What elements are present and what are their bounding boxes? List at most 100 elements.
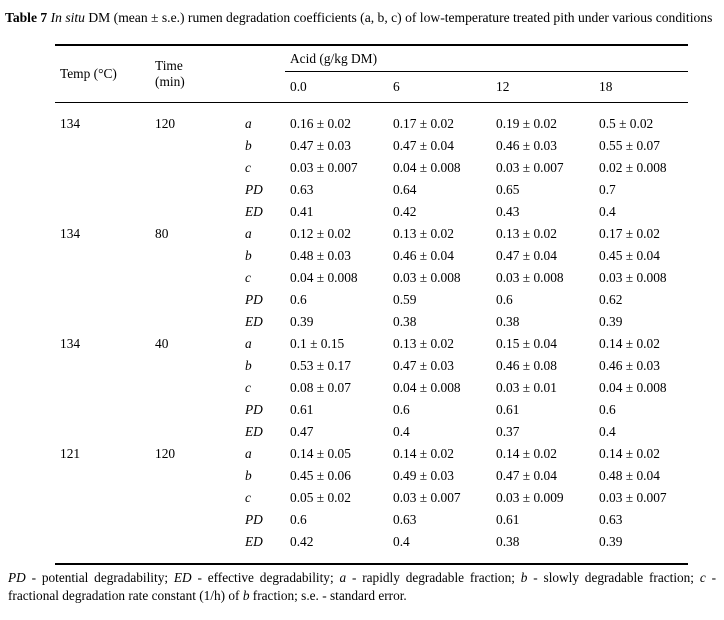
coefficient-label-cell: ED: [245, 534, 263, 549]
value-cell: 0.04 ± 0.008: [599, 380, 667, 395]
value-cell: 0.47: [290, 424, 314, 439]
coefficient-label-cell: PD: [245, 182, 263, 197]
value-cell: 0.39: [290, 314, 314, 329]
coefficient-label-cell: PD: [245, 292, 263, 307]
value-cell: 0.14 ± 0.02: [599, 336, 660, 351]
value-cell: 0.46 ± 0.03: [599, 358, 660, 373]
table-row: 134 40 a 0.1 ± 0.15 0.13 ± 0.02 0.15 ± 0.04 0.…: [55, 333, 688, 355]
table-row: b 0.47 ± 0.03 0.47 ± 0.04 0.46 ± 0.03 0.55 ±…: [55, 135, 688, 157]
table-row: PD 0.63 0.64 0.65 0.7: [55, 179, 688, 201]
time-cell: 40: [155, 336, 169, 351]
table-row: PD 0.61 0.6 0.61 0.6: [55, 399, 688, 421]
value-cell: 0.15 ± 0.04: [496, 336, 557, 351]
value-cell: 0.46 ± 0.04: [393, 248, 454, 263]
time-header-line1: Time: [155, 58, 183, 73]
value-cell: 0.46 ± 0.03: [496, 138, 557, 153]
coefficient-label-cell: c: [245, 380, 251, 395]
value-cell: 0.47 ± 0.04: [496, 248, 557, 263]
header-row-acid-group: Temp (°C) Time (min) Acid (g/kg DM): [55, 45, 689, 103]
value-cell: 0.03 ± 0.009: [496, 490, 564, 505]
value-cell: 0.17 ± 0.02: [599, 226, 660, 241]
coefficient-label-cell: ED: [245, 204, 263, 219]
value-cell: 0.04 ± 0.008: [393, 380, 461, 395]
value-cell: 0.04 ± 0.008: [393, 160, 461, 175]
value-cell: 0.61: [496, 512, 520, 527]
text-segment: - fractional degradation rate constant (…: [8, 570, 717, 603]
coefficient-label-cell: b: [245, 358, 252, 373]
coefficient-label-cell: a: [245, 336, 252, 351]
coefficient-label-cell: c: [245, 490, 251, 505]
time-column-header: Time (min): [150, 45, 240, 103]
value-cell: 0.42: [290, 534, 314, 549]
acid-group-header: Acid (g/kg DM): [285, 45, 689, 72]
table-row: ED 0.41 0.42 0.43 0.4: [55, 201, 688, 223]
table-row: 134 120 a 0.16 ± 0.02 0.17 ± 0.02 0.19 ± 0.02…: [55, 103, 688, 136]
value-cell: 0.17 ± 0.02: [393, 116, 454, 131]
temp-column-header: Temp (°C): [55, 45, 150, 103]
acid-level-header: 6: [388, 71, 491, 103]
value-cell: 0.03 ± 0.008: [393, 270, 461, 285]
value-cell: 0.61: [496, 402, 520, 417]
value-cell: 0.48 ± 0.03: [290, 248, 351, 263]
table-row: c 0.08 ± 0.07 0.04 ± 0.008 0.03 ± 0.01 0.04 …: [55, 377, 688, 399]
value-cell: 0.63: [393, 512, 417, 527]
value-cell: 0.53 ± 0.17: [290, 358, 351, 373]
table-row: 134 80 a 0.12 ± 0.02 0.13 ± 0.02 0.13 ± 0.02 0…: [55, 223, 688, 245]
value-cell: 0.03 ± 0.01: [496, 380, 557, 395]
temp-cell: 121: [60, 446, 81, 461]
value-cell: 0.64: [393, 182, 417, 197]
value-cell: 0.5 ± 0.02: [599, 116, 654, 131]
time-header-line2: (min): [155, 74, 185, 89]
value-cell: 0.6: [599, 402, 616, 417]
value-cell: 0.16 ± 0.02: [290, 116, 351, 131]
value-cell: 0.39: [599, 314, 623, 329]
value-cell: 0.37: [496, 424, 520, 439]
value-cell: 0.4: [393, 424, 410, 439]
value-cell: 0.04 ± 0.008: [290, 270, 358, 285]
value-cell: 0.62: [599, 292, 623, 307]
value-cell: 0.05 ± 0.02: [290, 490, 351, 505]
text-segment: a: [339, 570, 347, 585]
table-row: b 0.45 ± 0.06 0.49 ± 0.03 0.47 ± 0.04 0.48 ±…: [55, 465, 688, 487]
text-segment: b: [520, 570, 528, 585]
value-cell: 0.1 ± 0.15: [290, 336, 345, 351]
time-cell: 120: [155, 116, 176, 131]
coefficient-label-cell: ED: [245, 314, 263, 329]
table-row: b 0.48 ± 0.03 0.46 ± 0.04 0.47 ± 0.04 0.45 ±…: [55, 245, 688, 267]
table-row: ED 0.47 0.4 0.37 0.4: [55, 421, 688, 443]
value-cell: 0.14 ± 0.02: [599, 446, 660, 461]
text-segment: - effective degradability;: [191, 570, 340, 585]
value-cell: 0.42: [393, 204, 417, 219]
table-row: b 0.53 ± 0.17 0.47 ± 0.03 0.46 ± 0.08 0.46 ±…: [55, 355, 688, 377]
value-cell: 0.03 ± 0.008: [599, 270, 667, 285]
value-cell: 0.47 ± 0.03: [290, 138, 351, 153]
value-cell: 0.4: [599, 424, 616, 439]
table-caption: Table 7 In situ DM (mean ± s.e.) rumen d…: [5, 8, 719, 27]
coefficient-label-cell: c: [245, 270, 251, 285]
value-cell: 0.6: [290, 512, 307, 527]
table-row: ED 0.42 0.4 0.38 0.39: [55, 531, 688, 564]
table-footnote: PD - potential degradability; ED - effec…: [8, 569, 716, 605]
table-row: c 0.03 ± 0.007 0.04 ± 0.008 0.03 ± 0.007 0.0…: [55, 157, 688, 179]
value-cell: 0.41: [290, 204, 314, 219]
coefficient-label-cell: PD: [245, 512, 263, 527]
coefficient-label-cell: a: [245, 116, 252, 131]
table-row: PD 0.6 0.63 0.61 0.63: [55, 509, 688, 531]
value-cell: 0.47 ± 0.03: [393, 358, 454, 373]
value-cell: 0.14 ± 0.02: [393, 446, 454, 461]
value-cell: 0.39: [599, 534, 623, 549]
table-row: 121 120 a 0.14 ± 0.05 0.14 ± 0.02 0.14 ± 0.02…: [55, 443, 688, 465]
text-segment: - rapidly degradable fraction;: [346, 570, 521, 585]
value-cell: 0.03 ± 0.007: [599, 490, 667, 505]
value-cell: 0.38: [496, 534, 520, 549]
value-cell: 0.14 ± 0.02: [496, 446, 557, 461]
value-cell: 0.08 ± 0.07: [290, 380, 351, 395]
time-cell: 120: [155, 446, 176, 461]
table-row: ED 0.39 0.38 0.38 0.39: [55, 311, 688, 333]
text-segment: DM (mean ± s.e.) rumen degradation coeff…: [88, 10, 713, 25]
value-cell: 0.7: [599, 182, 616, 197]
value-cell: 0.6: [290, 292, 307, 307]
text-segment: ED: [173, 570, 192, 585]
text-segment: b: [242, 588, 250, 603]
value-cell: 0.13 ± 0.02: [496, 226, 557, 241]
